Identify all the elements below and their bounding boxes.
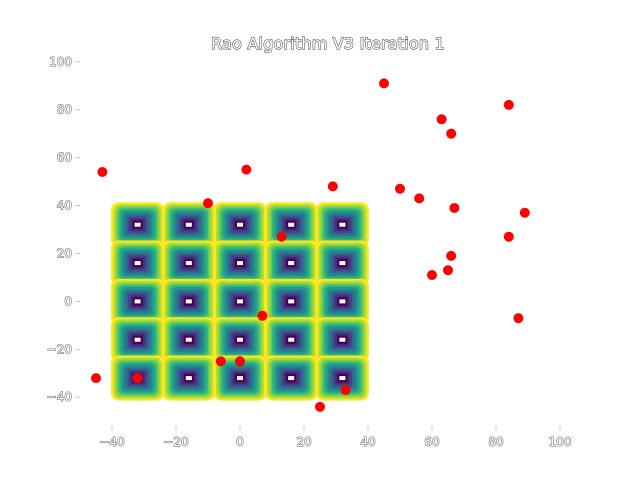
contour-center [236, 221, 244, 228]
contour-cell [315, 202, 369, 248]
scatter-point [503, 99, 514, 110]
scatter-point [257, 310, 268, 321]
scatter-point [315, 401, 325, 412]
contour-cell [264, 317, 318, 363]
contour-cell [111, 240, 165, 286]
contour-center [133, 260, 142, 267]
scatter-point [132, 373, 143, 384]
contour-center [184, 260, 193, 267]
chart-title: Rao Algorithm V3 Iteration 1 [211, 34, 445, 53]
x-tick-label: −20 [163, 435, 188, 449]
x-tick-label: 60 [424, 435, 439, 449]
contour-center [338, 336, 347, 343]
scatter-point [513, 313, 524, 324]
contour-cell [162, 317, 216, 363]
contour-cell [315, 240, 369, 286]
contour-center [236, 375, 244, 382]
scatter-point [446, 128, 457, 139]
contour-background [111, 202, 369, 401]
contour-cell [213, 355, 267, 401]
contour-cell [264, 240, 318, 286]
contour-center [287, 260, 296, 267]
contour-cell [213, 202, 267, 248]
scatter-point [446, 250, 457, 261]
contour-cell [213, 278, 267, 324]
scatter-point [414, 193, 425, 204]
x-tick-label: 100 [549, 435, 572, 449]
scatter-point [327, 181, 338, 192]
scatter-point [241, 164, 252, 175]
contour-center [184, 336, 193, 343]
scatter-point [276, 231, 287, 242]
contour-center [236, 298, 244, 305]
scatter-point [443, 265, 453, 276]
x-tick-label: 0 [236, 435, 244, 449]
contour-cell [162, 278, 216, 324]
contour-center [338, 298, 347, 305]
contour-cell [264, 355, 318, 401]
contour-cell [111, 202, 165, 248]
y-tick-label: 80 [57, 103, 72, 117]
x-axis: −40 −20 0 20 40 60 80 100 [99, 426, 572, 450]
x-tick-label: 40 [360, 435, 375, 449]
contour-cell [111, 278, 165, 324]
contour-center [338, 260, 347, 267]
scatter-point [91, 373, 101, 384]
contour-center [133, 336, 142, 343]
contour-cell [162, 202, 216, 248]
x-tick-label: 20 [296, 435, 311, 449]
contour-cell [315, 317, 369, 363]
y-tick-label: 100 [49, 55, 72, 69]
contour-center [184, 375, 193, 382]
scatter-point [449, 202, 460, 213]
contour-center [184, 221, 193, 228]
y-tick-label: 60 [57, 151, 72, 165]
contour-cell [213, 317, 267, 363]
scatter-point [503, 231, 514, 242]
contour-center [338, 375, 347, 382]
contour-cell [213, 240, 267, 286]
scatter-point [340, 385, 351, 396]
scatter-point [203, 198, 213, 209]
contour-center [236, 260, 244, 267]
x-tick-label: −40 [99, 435, 124, 449]
contour-center [287, 298, 296, 305]
contour-center [287, 336, 296, 343]
contour-center [133, 221, 142, 228]
contour-cell [162, 240, 216, 286]
scatter-point [395, 183, 405, 194]
contour-cell [315, 355, 369, 401]
scatter-point [436, 114, 447, 125]
x-tick-label: 80 [488, 435, 503, 449]
contour-center [236, 336, 244, 343]
y-tick-label: 0 [64, 294, 72, 308]
y-axis: −40 −20 0 20 40 60 80 100 [46, 54, 80, 405]
contour-center [338, 221, 347, 228]
scatter-points [91, 78, 530, 412]
scatter-point [379, 78, 389, 89]
scatter-point [427, 270, 437, 281]
contour-center [133, 298, 142, 305]
y-tick-label: −40 [47, 390, 72, 404]
contour-cell [111, 317, 165, 363]
y-tick-label: 20 [57, 246, 72, 260]
contour-center [287, 375, 296, 382]
scatter-point [235, 356, 245, 367]
y-tick-label: 40 [57, 199, 72, 213]
scatter-point [519, 207, 530, 218]
contour-cell [264, 202, 318, 248]
contour-cell [315, 278, 369, 324]
scatter-point [97, 167, 108, 178]
contour-center [184, 298, 193, 305]
scatter-point [215, 356, 226, 367]
contour-center [287, 221, 296, 228]
contour-cell [162, 355, 216, 401]
y-tick-label: −20 [47, 342, 72, 356]
contour-cell [264, 278, 318, 324]
